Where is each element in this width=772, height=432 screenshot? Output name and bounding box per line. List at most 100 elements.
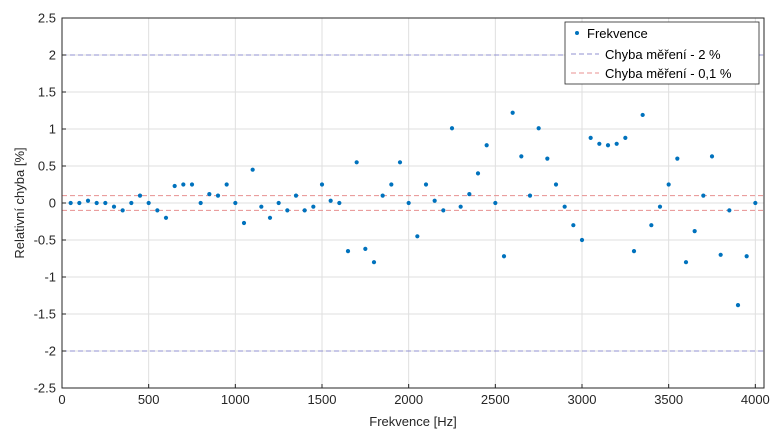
data-point (588, 135, 593, 140)
data-point (354, 160, 359, 165)
x-tick-label: 500 (138, 392, 160, 407)
data-point (597, 141, 602, 146)
data-point (250, 167, 255, 172)
data-point (276, 200, 281, 206)
x-tick-label: 2500 (481, 392, 510, 407)
data-point (181, 182, 186, 187)
data-point (198, 200, 203, 206)
data-point (458, 204, 463, 209)
x-tick-label: 1500 (308, 392, 337, 407)
y-tick-label: -1 (44, 270, 56, 285)
y-tick-label: 0 (49, 196, 56, 211)
data-point (137, 193, 143, 198)
data-point (527, 193, 533, 198)
tick-labels: 0 500 1000 1500 2000 2500 3000 3500 4000 -2.5 -2 -1… (34, 11, 770, 408)
data-points (68, 110, 758, 308)
data-point (640, 112, 645, 118)
data-point (172, 183, 177, 189)
y-tick-label: -2.5 (34, 381, 56, 396)
data-point (519, 154, 524, 159)
legend-box (564, 21, 760, 85)
data-point (735, 303, 741, 308)
data-point (683, 260, 689, 265)
data-point (423, 182, 429, 187)
x-tick-label: 0 (58, 392, 65, 407)
x-tick-label: 3000 (568, 392, 597, 407)
data-point (77, 200, 82, 206)
data-point (267, 215, 273, 220)
data-point (571, 223, 576, 228)
legend-label-frekvence: Frekvence (587, 26, 648, 41)
legend-label-2pct: Chyba měření - 2 % (605, 47, 721, 62)
data-point (371, 260, 377, 265)
data-point (449, 126, 455, 131)
data-point (259, 204, 264, 209)
data-point (215, 193, 221, 198)
y-tick-label: 1 (49, 122, 56, 137)
data-point (614, 141, 619, 146)
data-point (753, 200, 758, 206)
data-point (285, 208, 290, 213)
data-point (146, 200, 151, 206)
data-point (666, 182, 671, 187)
y-tick-label: 0.5 (38, 159, 56, 174)
data-point (536, 126, 541, 131)
data-point (120, 208, 125, 213)
data-point (380, 193, 385, 198)
data-point (163, 215, 169, 220)
data-point (103, 200, 108, 206)
data-point (709, 154, 715, 159)
data-point (631, 249, 637, 254)
data-point (207, 192, 212, 197)
data-point (68, 200, 73, 206)
data-point (415, 234, 420, 239)
x-tick-label: 2000 (394, 392, 423, 407)
data-point (649, 223, 654, 228)
data-point (605, 143, 611, 148)
data-point (85, 198, 91, 203)
y-tick-label: -2 (44, 344, 56, 359)
data-point (501, 254, 507, 259)
data-point (579, 237, 585, 243)
data-point (406, 200, 411, 206)
legend-marker-frekvence (575, 31, 579, 35)
data-point (311, 204, 316, 209)
data-point (155, 208, 160, 213)
data-point (302, 208, 307, 213)
data-point (727, 208, 732, 213)
data-point (675, 156, 680, 161)
y-axis-label: Relativní chyba [%] (12, 147, 27, 258)
data-point (510, 110, 515, 115)
data-point (224, 182, 229, 187)
data-point (319, 182, 325, 187)
data-point (389, 182, 394, 187)
data-point (623, 135, 628, 140)
data-point (337, 200, 342, 206)
data-point (233, 200, 238, 206)
y-tick-label: 1.5 (38, 85, 56, 100)
data-point (701, 193, 706, 198)
x-tick-label: 3500 (654, 392, 683, 407)
x-axis-label: Frekvence [Hz] (369, 414, 456, 429)
data-point (345, 249, 351, 254)
y-tick-label: -0.5 (34, 233, 56, 248)
data-point (441, 208, 446, 213)
data-point (293, 193, 299, 198)
data-point (744, 254, 749, 259)
y-tick-label: 2 (49, 48, 56, 63)
data-point (111, 204, 117, 209)
data-point (129, 200, 134, 206)
data-point (94, 200, 99, 206)
data-point (397, 160, 403, 165)
data-point (241, 220, 247, 226)
x-tick-label: 1000 (221, 392, 250, 407)
data-point (718, 252, 723, 257)
legend: Frekvence Chyba měření - 2 % Chyba měřen… (564, 21, 760, 85)
data-point (562, 204, 567, 209)
data-point (432, 198, 437, 203)
data-point (545, 156, 550, 161)
data-point (475, 171, 481, 176)
data-point (328, 198, 333, 203)
data-point (493, 200, 498, 206)
